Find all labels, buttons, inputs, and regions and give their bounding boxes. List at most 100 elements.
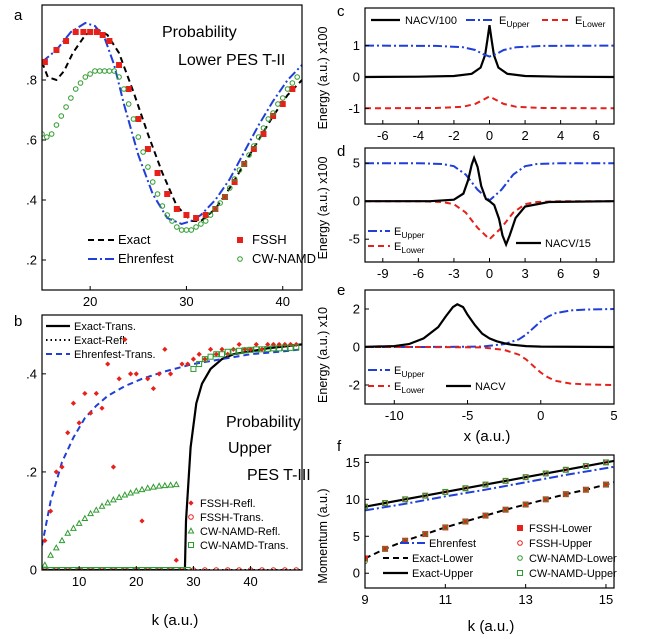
series-b-fssh-refl--point [247,346,254,352]
series-b-fssh-trans--point [259,567,265,570]
series-e-nacv [365,303,614,349]
series-a-cw-namd-point [193,224,199,230]
ytick-label-d: 0 [353,194,360,209]
series-b-cw-namd-trans--point [281,344,288,351]
xtick-label-c: -4 [413,128,425,143]
series-b-fssh-refl--point [70,400,77,406]
series-b-fssh-refl--point [242,346,248,352]
series-a-cw-namd-point [63,104,69,110]
series-f-cw-namd-upper-point [542,470,549,477]
xtick-label-b: 30 [186,574,200,589]
series-a-cw-namd-point [53,122,60,128]
xtick-label-d: -6 [413,266,425,281]
series-b-fssh-refl--point [99,405,105,411]
series-b-cw-namd-trans--point [81,567,88,570]
series-b-cw-namd-trans--point [110,567,117,570]
series-b-fssh-refl--point [287,341,294,348]
series-a-fssh-point [80,29,87,35]
legend-a-fssh: FSSH [252,232,287,247]
series-b-fssh-refl--point [127,371,134,377]
ytick-label-c: 0 [353,69,360,84]
series-a-cw-namd-point [121,86,127,92]
series-b-cw-namd-trans- [42,344,300,570]
series-b-cw-namd-refl--point [167,481,175,488]
series-b-cw-namd-trans--point [247,346,254,353]
series-b-fssh-trans--point [202,567,208,570]
series-a-cw-namd-point [164,212,170,218]
series-b-cw-namd-trans--point [104,567,111,570]
series-a-ehrenfest [42,21,302,226]
legend-f-cwnamd-upper: CW-NAMD-Upper [529,568,617,580]
series-a-cw-namd-point [174,224,180,230]
legend-d-lower-sub: Lower [401,245,424,255]
series-b-fssh-refl--point [259,346,265,352]
series-c-e-lower [365,95,614,110]
series-a-fssh-point [231,179,238,185]
panel-letter-b: b [14,313,22,330]
series-b-cw-namd-refl--point [144,484,152,491]
legend-b-cwnamd-refl: CW-NAMD-Refl. [200,526,280,538]
series-a-cw-namd-point [294,74,300,80]
panel-letter-a: a [14,7,23,24]
series-f-fssh-lower-point [365,555,368,562]
series-group-d [365,154,614,248]
panel-b-xlabel: k (a.u.) [152,612,199,629]
series-a-fssh-point [260,131,267,137]
legend-d-elower: ELower [394,241,425,255]
plot-layer: 20 30 40.2.4.6.810 20 30 400.2.4-6 -4 -2 0 2 4 6-10… [26,4,618,607]
series-b-fssh-refl--point [93,390,99,397]
series-a-cw-namd-point [125,101,132,107]
panel-e: -10 -5 0 5 -2 0 2 [348,289,618,423]
series-b-cw-namd-trans--point [150,567,157,570]
series-f-cw-namd-lower-point [382,546,388,552]
legend-b-exact-refl: Exact-Refl. [74,335,128,347]
series-a-cw-namd-point [44,134,50,140]
legend-b-fssh-refl: FSSH-Refl. [200,498,256,510]
series-b-fssh-refl--point [150,385,157,392]
series-b-cw-namd-trans--point [253,346,260,353]
xtick-label-c: -2 [448,128,460,143]
ytick-label-f: 15 [346,455,360,470]
series-f-cw-namd-upper-point [462,485,469,492]
series-b-fssh-refl--point [139,518,145,524]
series-b-fssh-refl--point [82,390,88,397]
xtick-label-e: -5 [462,408,474,423]
series-b-cw-namd-refl--point [138,485,146,493]
series-b-fssh-refl--point [213,351,219,357]
legend-f-cwnamd-lower-swatch [517,555,523,561]
series-b-cw-namd-trans--point [184,567,191,570]
series-b-cw-namd-refl--point [115,493,123,500]
legend-b-cwnamd-trans-swatch [188,542,194,548]
series-a-cw-namd-point [251,143,257,149]
series-a-cw-namd-point [236,167,243,173]
series-a-cw-namd-point [130,116,137,122]
series-f-cw-namd-upper-point [562,466,569,473]
series-a-fssh-point [53,47,60,53]
series-b-cw-namd-trans--point [47,567,54,570]
series-a-fssh-point [42,59,48,65]
series-a-cw-namd-point [226,185,233,191]
series-b-cw-namd-trans--point [53,567,60,570]
series-a-fssh-point [279,101,286,107]
series-f-cw-namd-upper-point [582,463,589,470]
series-b-cw-namd-trans--point [173,567,180,570]
series-group-f [365,459,614,565]
series-f-cw-namd-upper-point [602,459,609,466]
series-b-fssh-refl--point [156,371,162,377]
series-f-cw-namd-upper-point [382,500,389,507]
panel-letter-e: e [337,282,345,299]
xtick-label-f: 13 [518,592,532,607]
series-e-e-upper [365,308,614,348]
xtick-label-a: 20 [83,294,97,309]
panel-a-annotation-1: Probability [162,24,237,41]
series-b-fssh-refl--point [76,420,82,426]
series-b-cw-namd-refl--point [47,551,55,558]
series-b-cw-namd-trans--point [196,361,203,368]
series-a-fssh-point [250,146,257,152]
series-a-cw-namd-point [68,95,74,101]
series-b-cw-namd-trans--point [116,567,123,570]
ytick-label-f: 0 [353,566,360,581]
series-a-cw-namd-point [270,110,276,116]
ytick-label-f: 10 [346,492,360,507]
ytick-label-c: -1 [348,101,360,116]
